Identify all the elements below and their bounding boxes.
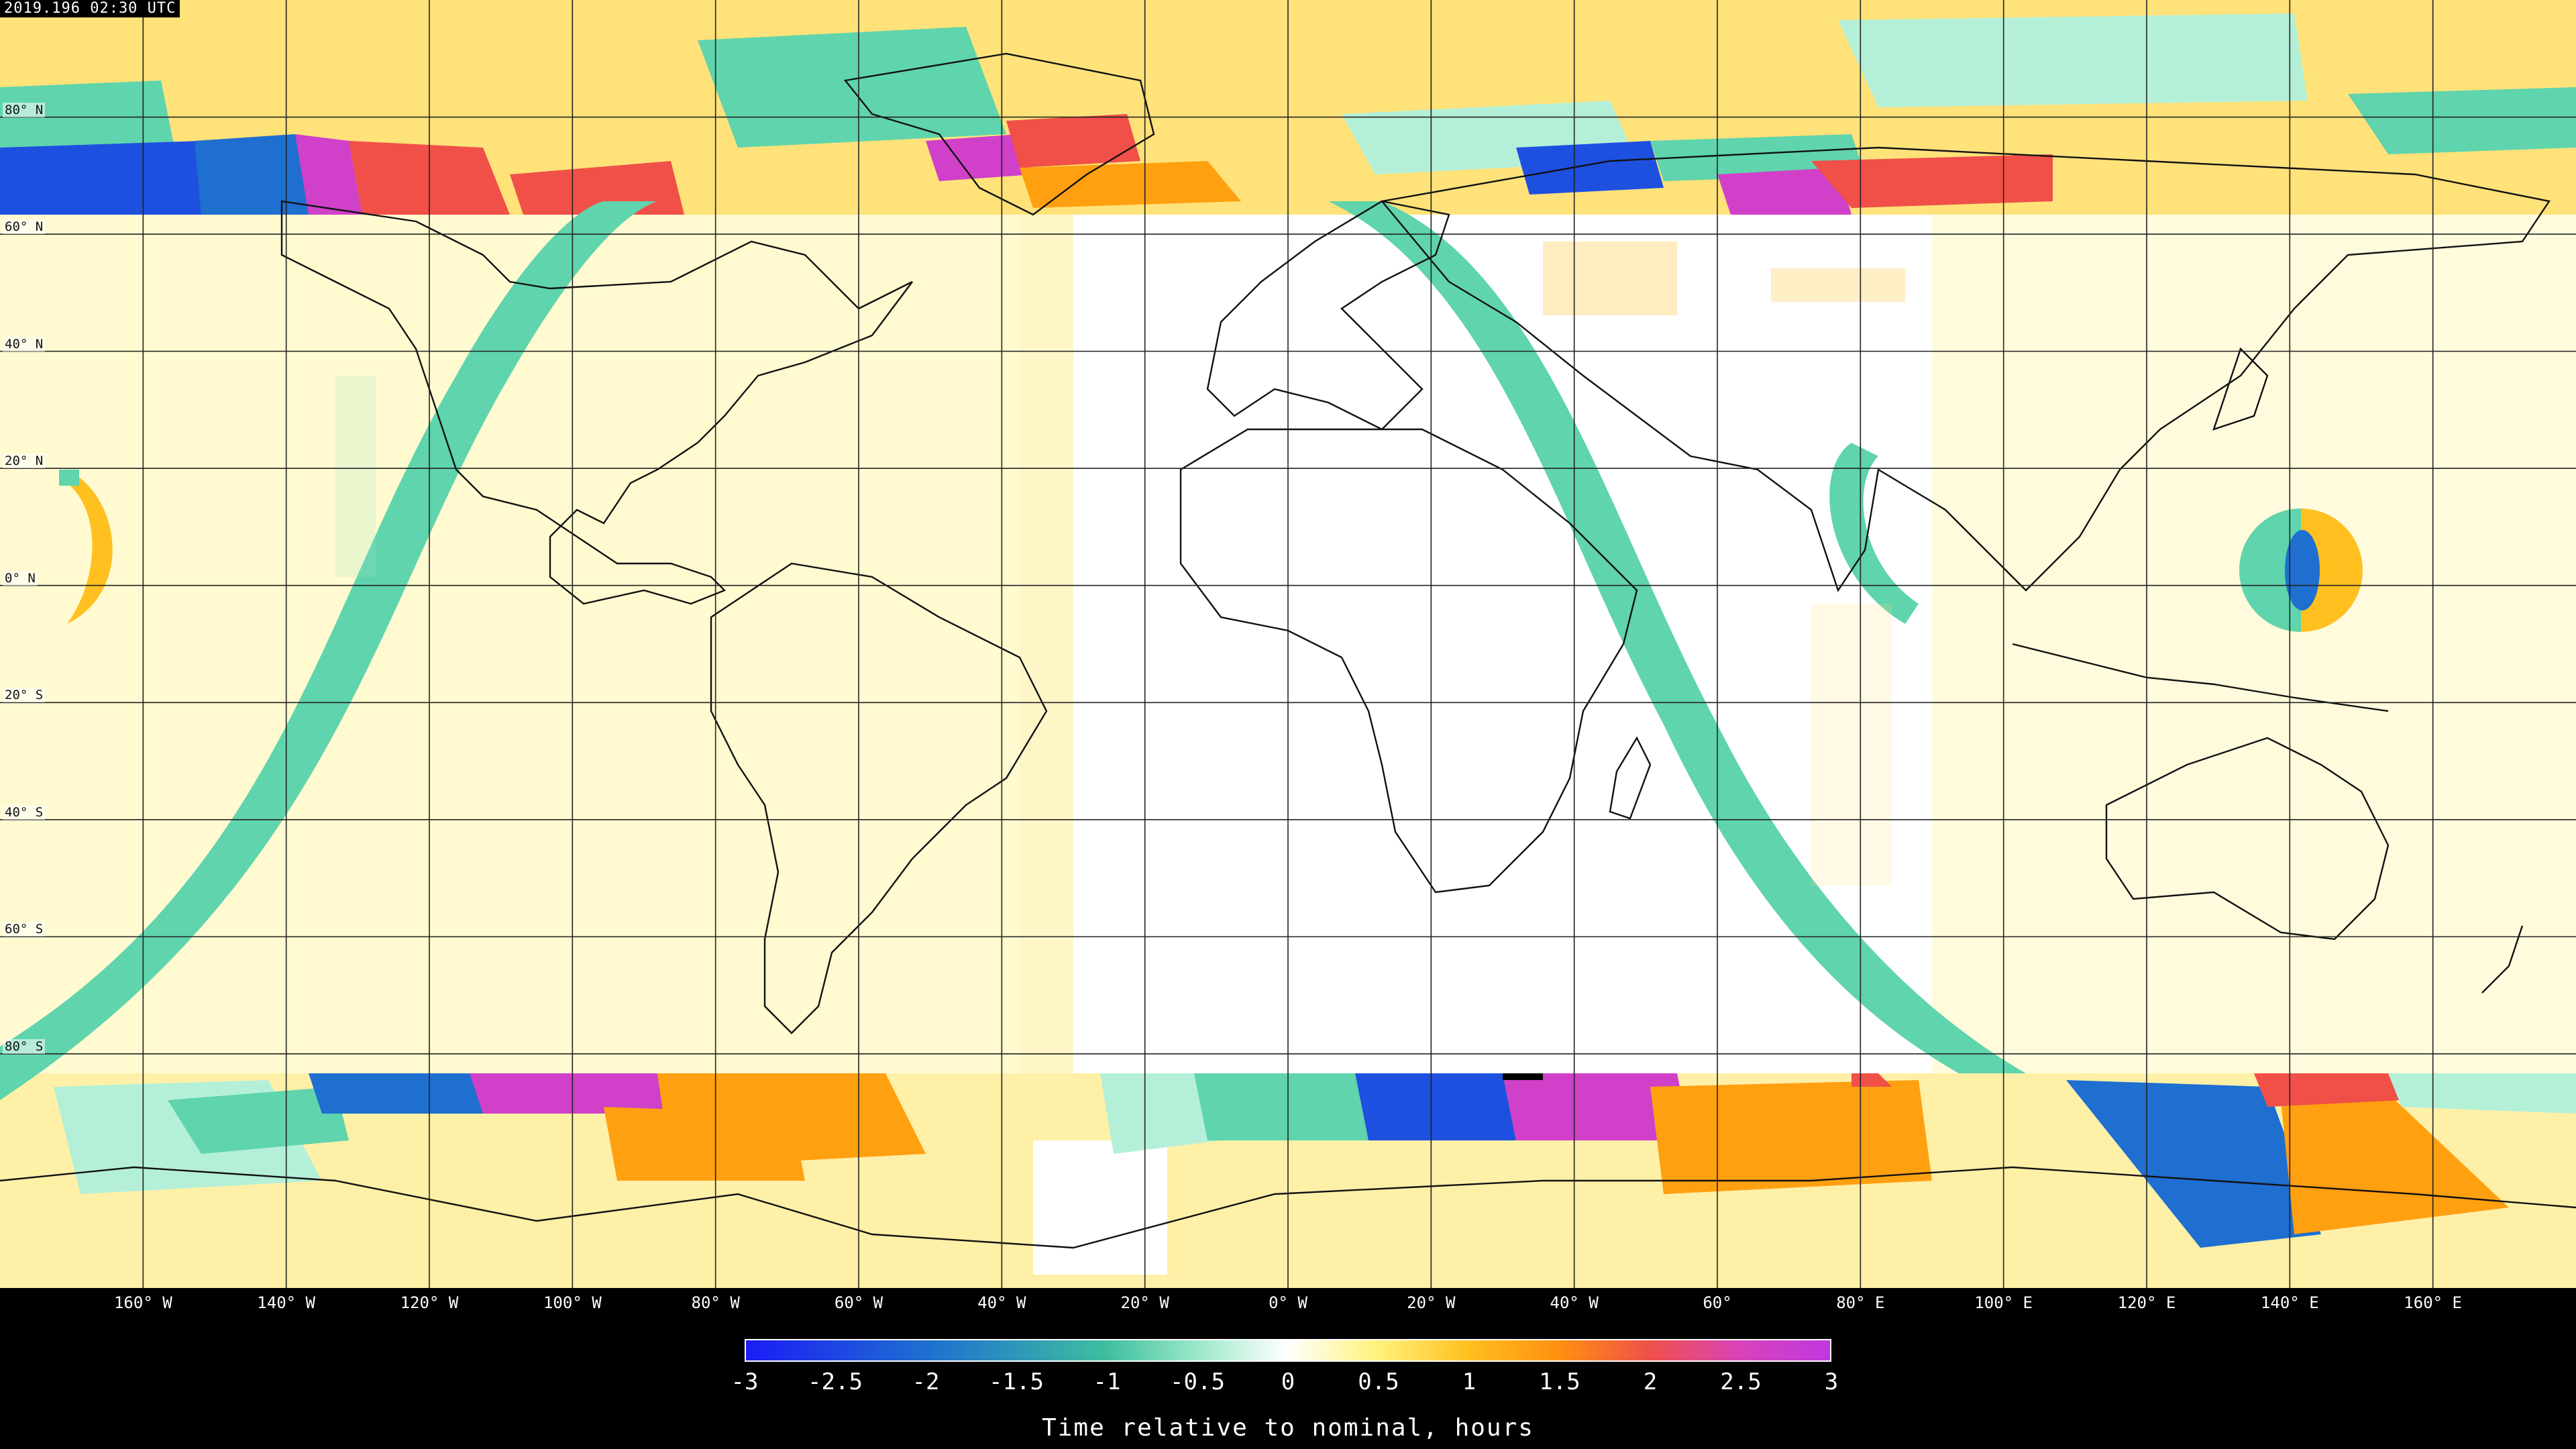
asia-outline <box>1380 146 2551 592</box>
light-yellow-zone-east <box>1932 215 2576 1073</box>
longitude-label: 40° W <box>977 1293 1026 1312</box>
colorbar-tick-label: -0.5 <box>1170 1368 1225 1395</box>
latitude-label: 40° N <box>3 336 46 352</box>
white-zone-atlantic <box>1020 215 1932 1073</box>
colorbar-tick-label: -2.5 <box>808 1368 863 1395</box>
india-swath-arc <box>1829 443 1919 624</box>
indonesia-outline <box>2012 643 2389 712</box>
pale-yellow-band <box>1020 215 1073 1073</box>
colorbar-tick-label: 1 <box>1462 1368 1477 1395</box>
longitude-label: 160° W <box>113 1293 172 1312</box>
latitude-label: 20° N <box>3 453 46 469</box>
colorbar-tick-label: -1 <box>1093 1368 1121 1395</box>
disk-feature <box>2239 508 2363 632</box>
japan-outline <box>2212 347 2269 431</box>
colorbar-tick-label: 1.5 <box>1539 1368 1580 1395</box>
longitude-label: 120° E <box>2117 1293 2176 1312</box>
time-offset-map <box>0 0 2576 1288</box>
longitude-label: 140° W <box>257 1293 316 1312</box>
western-swath <box>0 201 657 1100</box>
colorbar-tick-label: -3 <box>731 1368 759 1395</box>
longitude-label: 0° W <box>1269 1293 1307 1312</box>
longitude-label: 100° E <box>1974 1293 2033 1312</box>
colorbar <box>745 1339 1831 1362</box>
africa-outline <box>1179 428 1638 894</box>
latitude-label: 0° N <box>3 570 38 586</box>
colorbar-tick-label: -1.5 <box>989 1368 1044 1395</box>
colorbar-title: Time relative to nominal, hours <box>1042 1414 1534 1442</box>
new-zealand-outline <box>2481 925 2524 994</box>
colorbar-tick-label: 3 <box>1824 1368 1839 1395</box>
latitude-label: 80° N <box>3 102 46 117</box>
latitude-label: 80° S <box>3 1038 46 1054</box>
madagascar-outline <box>1609 736 1652 820</box>
colorbar-tick-label: 0.5 <box>1358 1368 1399 1395</box>
longitude-label: 140° E <box>2260 1293 2319 1312</box>
legend-panel <box>0 1288 2576 1449</box>
longitude-label: 80° W <box>691 1293 740 1312</box>
longitude-label: 80° E <box>1836 1293 1885 1312</box>
australia-outline <box>2105 737 2390 941</box>
europe-outline <box>1206 200 1450 431</box>
timestamp-label: 2019.196 02:30 UTC <box>0 0 180 17</box>
colorbar-tick-label: 2.5 <box>1720 1368 1762 1395</box>
coastlines <box>0 52 2576 1249</box>
longitude-label: 20° W <box>1407 1293 1456 1312</box>
longitude-label: 100° W <box>543 1293 602 1312</box>
longitude-label: 20° W <box>1120 1293 1169 1312</box>
north-america-outline <box>280 200 913 605</box>
scatter-noise <box>335 241 1905 885</box>
greenland-outline <box>843 52 1155 216</box>
south-america-outline <box>710 562 1048 1034</box>
latitude-label: 60° S <box>3 922 46 937</box>
latitude-label: 20° S <box>3 688 46 703</box>
graticule <box>0 0 2576 1288</box>
longitude-label: 160° E <box>2404 1293 2463 1312</box>
antarctica-outline <box>0 1166 2576 1249</box>
longitude-label: 40° W <box>1550 1293 1599 1312</box>
longitude-label: 60° W <box>834 1293 883 1312</box>
latitude-label: 40° S <box>3 804 46 820</box>
longitude-label: 120° W <box>400 1293 459 1312</box>
latitude-label: 60° N <box>3 219 46 235</box>
longitude-label: 60° <box>1703 1293 1732 1312</box>
colorbar-tick-label: -2 <box>912 1368 940 1395</box>
colorbar-tick-label: 2 <box>1643 1368 1658 1395</box>
colorbar-tick-label: 0 <box>1281 1368 1295 1395</box>
